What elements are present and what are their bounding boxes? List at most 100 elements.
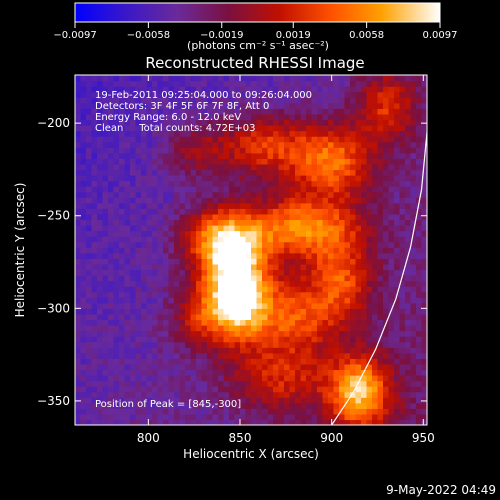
heatmap-cell xyxy=(251,202,258,209)
heatmap-cell xyxy=(113,152,120,159)
heatmap-cell xyxy=(157,208,164,215)
heatmap-cell xyxy=(339,325,346,332)
heatmap-cell xyxy=(317,230,324,237)
heatmap-cell xyxy=(350,325,357,332)
heatmap-cell xyxy=(394,75,401,82)
heatmap-cell xyxy=(201,380,208,387)
heatmap-cell xyxy=(102,263,109,271)
heatmap-cell xyxy=(141,413,148,421)
heatmap-cell xyxy=(306,413,313,421)
heatmap-cell xyxy=(278,413,285,421)
heatmap-cell xyxy=(229,408,236,415)
heatmap-cell xyxy=(113,91,120,98)
heatmap-cell xyxy=(300,269,307,276)
heatmap-cell xyxy=(344,108,351,115)
heatmap-cell xyxy=(141,180,148,187)
heatmap-cell xyxy=(410,130,417,137)
heatmap-cell xyxy=(130,330,137,337)
heatmap-cell xyxy=(399,119,406,126)
heatmap-cell xyxy=(421,286,427,293)
heatmap-cell xyxy=(135,369,142,376)
heatmap-cell xyxy=(207,413,214,421)
heatmap-cell xyxy=(410,219,417,226)
heatmap-cell xyxy=(119,319,126,326)
heatmap-cell xyxy=(146,125,153,132)
heatmap-cell xyxy=(108,213,115,221)
heatmap-cell xyxy=(240,236,247,243)
heatmap-cell xyxy=(295,136,302,143)
heatmap-cell xyxy=(355,147,362,154)
heatmap-cell xyxy=(284,313,291,321)
heatmap-cell xyxy=(218,386,225,393)
heatmap-cell xyxy=(174,202,181,209)
heatmap-cell xyxy=(212,375,219,382)
heatmap-cell xyxy=(317,391,324,398)
heatmap-cell xyxy=(322,241,329,248)
heatmap-cell xyxy=(256,75,263,82)
heatmap-cell xyxy=(262,91,269,98)
heatmap-cell xyxy=(163,325,170,332)
heatmap-cell xyxy=(306,191,313,198)
heatmap-cell xyxy=(108,169,115,176)
heatmap-cell xyxy=(179,369,186,376)
heatmap-cell xyxy=(190,397,197,404)
heatmap-cell xyxy=(229,302,236,309)
heatmap-cell xyxy=(361,208,368,215)
heatmap-cell xyxy=(168,97,175,104)
heatmap-cell xyxy=(421,291,427,298)
heatmap-cell xyxy=(416,102,423,109)
heatmap-cell xyxy=(366,352,373,359)
heatmap-cell xyxy=(119,363,126,371)
heatmap-cell xyxy=(108,136,115,143)
heatmap-cell xyxy=(212,163,219,171)
heatmap-cell xyxy=(289,397,296,404)
heatmap-cell xyxy=(75,397,82,404)
heatmap-cell xyxy=(168,252,175,259)
heatmap-cell xyxy=(322,319,329,326)
heatmap-cell xyxy=(185,369,192,376)
heatmap-cell xyxy=(377,169,384,176)
heatmap-cell xyxy=(306,197,313,204)
heatmap-cell xyxy=(75,380,82,387)
heatmap-cell xyxy=(75,275,82,282)
heatmap-cell xyxy=(190,113,197,121)
heatmap-cell xyxy=(245,241,252,248)
heatmap-cell xyxy=(141,358,148,365)
heatmap-cell xyxy=(97,102,104,109)
heatmap-cell xyxy=(80,369,87,376)
heatmap-cell xyxy=(256,280,263,287)
heatmap-cell xyxy=(284,175,291,182)
heatmap-cell xyxy=(383,152,390,159)
heatmap-cell xyxy=(86,97,93,104)
heatmap-cell xyxy=(113,413,120,421)
heatmap-cell xyxy=(207,136,214,143)
heatmap-cell xyxy=(229,352,236,359)
heatmap-cell xyxy=(361,352,368,359)
heatmap-cell xyxy=(300,291,307,298)
heatmap-cell xyxy=(190,202,197,209)
heatmap-cell xyxy=(267,108,274,115)
heatmap-cell xyxy=(405,313,412,321)
heatmap-cell xyxy=(256,102,263,109)
heatmap-cell xyxy=(179,347,186,354)
heatmap-cell xyxy=(322,97,329,104)
heatmap-cell xyxy=(273,397,280,404)
heatmap-cell xyxy=(163,302,170,309)
heatmap-cell xyxy=(394,252,401,259)
heatmap-cell xyxy=(377,158,384,165)
heatmap-cell xyxy=(102,358,109,365)
heatmap-cell xyxy=(130,258,137,265)
heatmap-cell xyxy=(113,230,120,237)
heatmap-cell xyxy=(361,308,368,315)
heatmap-cell xyxy=(394,280,401,287)
heatmap-cell xyxy=(300,252,307,259)
heatmap-cell xyxy=(388,291,395,298)
heatmap-cell xyxy=(97,119,104,126)
heatmap-cell xyxy=(179,380,186,387)
heatmap-cell xyxy=(152,169,159,176)
heatmap-cell xyxy=(421,397,427,404)
heatmap-cell xyxy=(289,375,296,382)
heatmap-cell xyxy=(130,202,137,209)
heatmap-cell xyxy=(108,91,115,98)
heatmap-cell xyxy=(405,169,412,176)
